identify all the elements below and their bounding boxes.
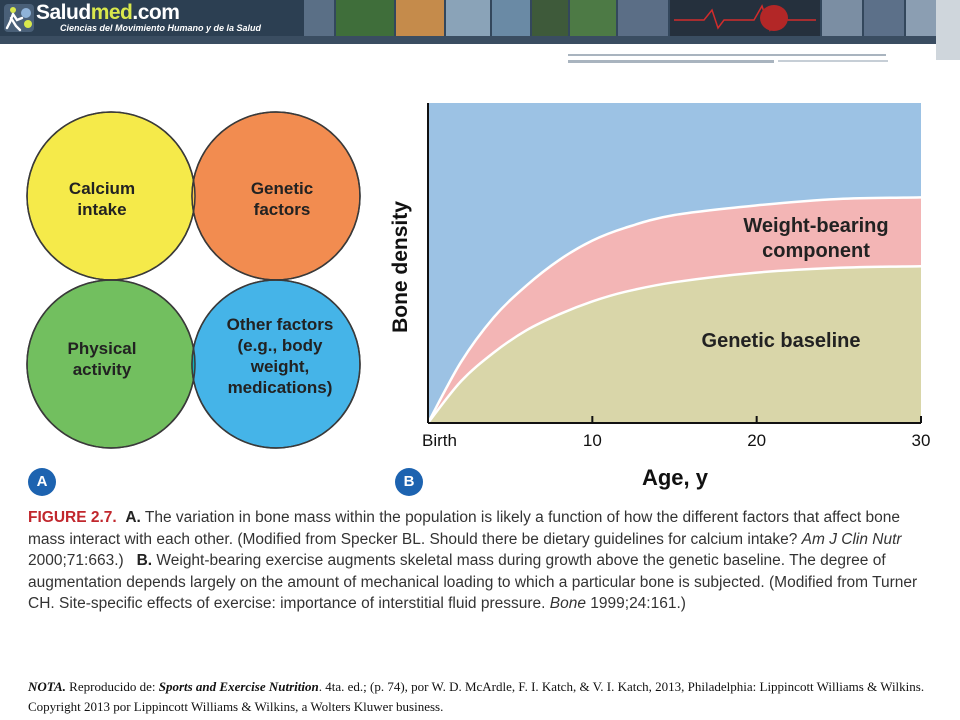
venn-diagram: Calcium intake Genetic factors Physical … (22, 108, 368, 464)
caption-part-b-ref: 1999;24:161.) (585, 595, 686, 612)
weight-bearing-label-line-2: component (762, 240, 870, 262)
banner-photo-strip (304, 0, 944, 36)
weight-bearing-label-line-1: Weight-bearing (743, 215, 888, 237)
figure-a-badge: A (28, 468, 56, 496)
other-factors-label: Other factors (e.g., body weight, medica… (226, 315, 334, 397)
note-book-title: Sports and Exercise Nutrition (158, 679, 319, 694)
weight-bearing-curve (426, 196, 922, 424)
site-banner: Saludmed.com Ciencias del Movimiento Hum… (0, 0, 960, 36)
genetic-factors-label: Genetic factors (250, 179, 314, 219)
decorative-line (778, 60, 888, 62)
note-intro: Reproducido de: (65, 679, 159, 694)
brand-name: Saludmed.com (36, 1, 180, 24)
x-tick-label: Birth (422, 431, 457, 450)
site-logo[interactable]: Saludmed.com Ciencias del Movimiento Hum… (4, 2, 304, 34)
genetic-baseline-label: Genetic baseline (702, 330, 861, 352)
genetic-baseline-area (428, 266, 921, 423)
note-rest: . 4ta. ed.; (p. 74), por W. D. McArdle, … (28, 679, 925, 714)
caption-part-a-letter: A. (125, 509, 141, 526)
note-label: NOTA. (28, 679, 66, 694)
y-axis-label: Bone density (389, 201, 412, 333)
figure-number: FIGURE 2.7. (28, 509, 117, 526)
x-axis-label: Age, y (642, 465, 709, 490)
figure-caption: FIGURE 2.7. A. The variation in bone mas… (28, 507, 933, 615)
x-tick-label: 20 (747, 431, 766, 450)
caption-part-a-text: The variation in bone mass within the po… (28, 509, 900, 548)
physical-activity-label: Physical activity (67, 339, 137, 379)
banner-side-tab (936, 0, 960, 60)
bone-density-chart: Birth 10 20 30 Weight-bearing component Gen… (378, 96, 938, 496)
brand-tagline: Ciencias del Movimiento Humano y de la S… (60, 23, 262, 33)
caption-part-b-journal: Bone (549, 595, 586, 612)
decorative-line (568, 60, 774, 63)
banner-underline (0, 36, 960, 44)
source-note: NOTA. Reproducido de: Sports and Exercis… (28, 677, 938, 717)
genetic-baseline-curve (427, 264, 922, 424)
calcium-intake-label: Calcium intake (68, 179, 136, 219)
caption-part-b-text: Weight-bearing exercise augments skeleta… (28, 552, 918, 612)
caption-part-a-ref: 2000;71:663.) (28, 552, 124, 569)
figure-b-badge: B (395, 468, 423, 496)
caption-part-a-journal: Am J Clin Nutr (801, 530, 902, 548)
runner-logo-icon (4, 4, 34, 32)
x-tick-label: 30 (912, 431, 931, 450)
x-tick-label: 10 (583, 431, 602, 450)
caption-part-b-letter: B. (136, 552, 153, 569)
decorative-line (568, 54, 886, 56)
